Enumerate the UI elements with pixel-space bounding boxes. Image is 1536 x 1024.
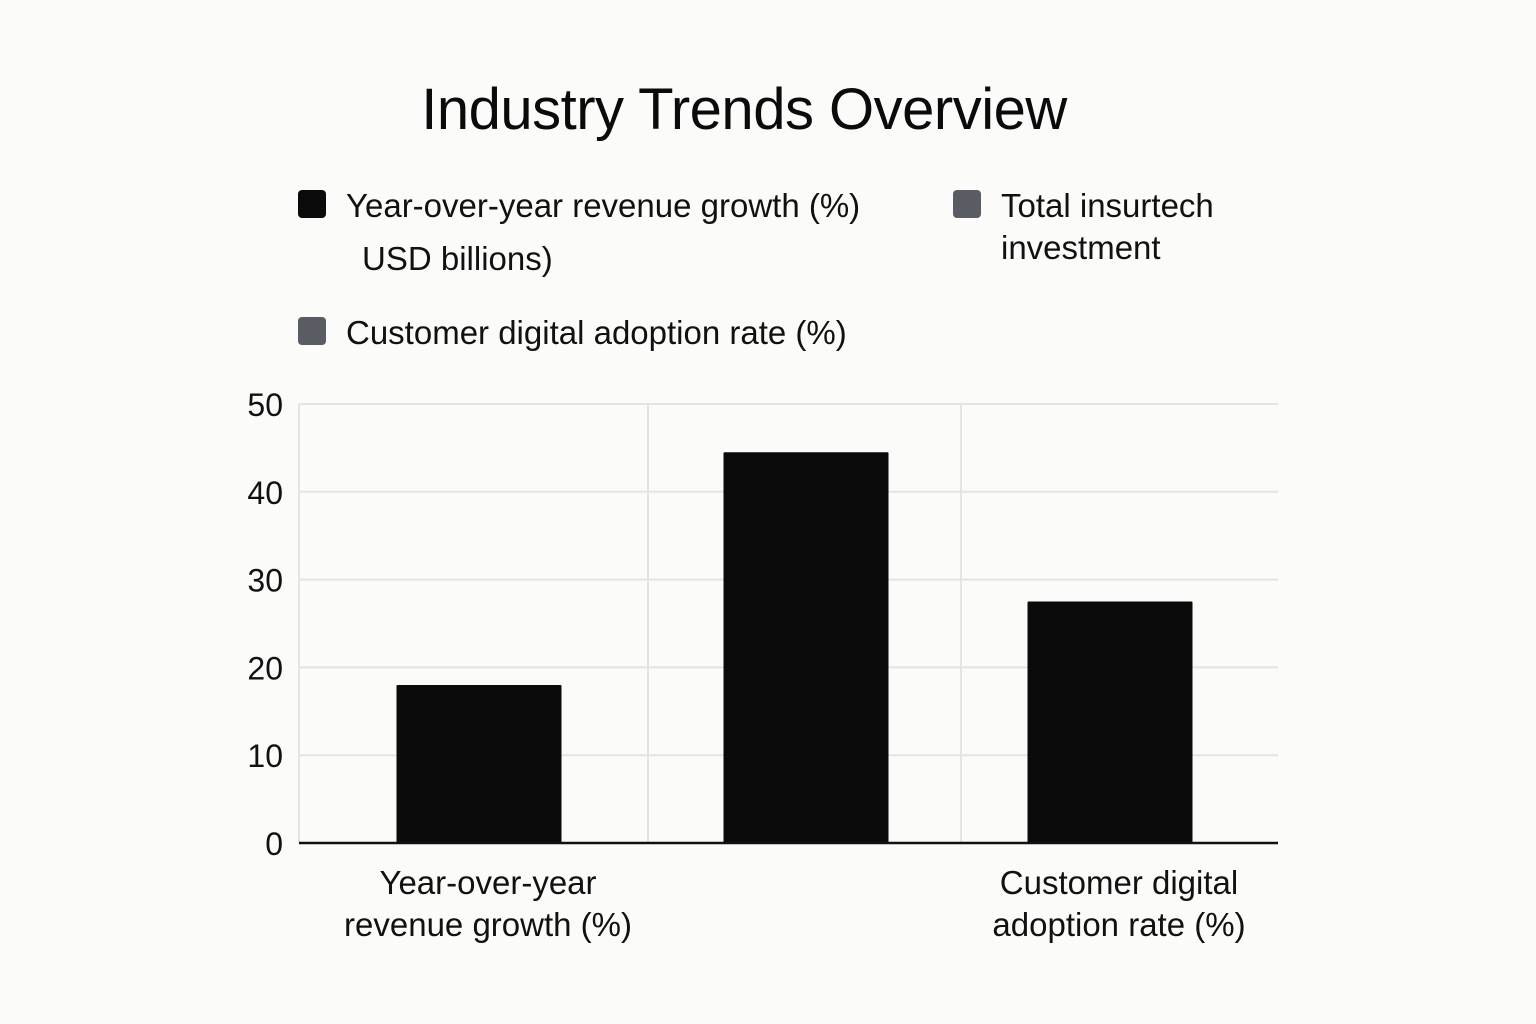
legend-label-revenue-growth: Year-over-year revenue growth (%) <box>346 187 861 224</box>
y-tick-label: 50 <box>247 387 283 423</box>
x-tick-label-line: revenue growth (%) <box>344 906 632 943</box>
bar <box>723 452 889 843</box>
bar <box>1027 601 1193 843</box>
y-tick-label: 30 <box>247 563 283 599</box>
x-tick-label-line: Year-over-year <box>379 864 597 901</box>
legend-label-usd-billions: USD billions) <box>362 240 553 277</box>
legend-label-digital-adoption: Customer digital adoption rate (%) <box>346 314 847 351</box>
y-tick-label: 10 <box>247 738 283 774</box>
legend-entry-usd-billions: USD billions) <box>362 238 553 280</box>
x-tick-label: Year-over-year revenue growth (%) <box>318 862 658 946</box>
y-tick-label: 20 <box>247 650 283 686</box>
legend-swatch-insurtech-investment <box>953 190 981 218</box>
legend-label-insurtech-investment: Total insurtech investment <box>1001 187 1214 266</box>
y-tick-label: 0 <box>265 826 283 862</box>
x-tick-label-line: adoption rate (%) <box>992 906 1246 943</box>
y-tick-label: 40 <box>247 475 283 511</box>
legend-entry-digital-adoption: Customer digital adoption rate (%) <box>298 312 847 354</box>
x-tick-label: Customer digital adoption rate (%) <box>949 862 1289 946</box>
bar <box>396 684 562 843</box>
legend-swatch-revenue-growth <box>298 190 326 218</box>
legend-entry-revenue-growth: Year-over-year revenue growth (%) <box>298 185 860 227</box>
legend-entry-insurtech-investment: Total insurtech investment <box>953 185 1214 269</box>
legend-swatch-digital-adoption <box>298 317 326 345</box>
chart-title: Industry Trends Overview <box>421 77 1067 142</box>
x-tick-label-line: Customer digital <box>999 864 1239 901</box>
